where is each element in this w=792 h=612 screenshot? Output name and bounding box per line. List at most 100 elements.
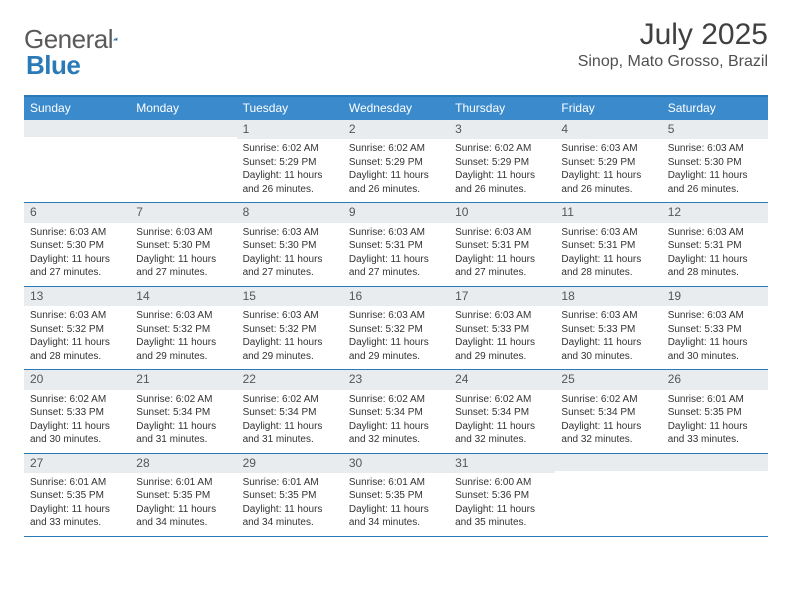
weekday-header: Wednesday [343, 97, 449, 120]
sunset-line: Sunset: 5:34 PM [455, 406, 549, 420]
sunrise-line: Sunrise: 6:02 AM [455, 142, 549, 156]
daylight-line: Daylight: 11 hours and 31 minutes. [243, 420, 337, 447]
day-number: 9 [343, 203, 449, 222]
sunset-line: Sunset: 5:31 PM [455, 239, 549, 253]
sunrise-line: Sunrise: 6:03 AM [30, 309, 124, 323]
sunrise-line: Sunrise: 6:03 AM [561, 226, 655, 240]
daylight-line: Daylight: 11 hours and 33 minutes. [668, 420, 762, 447]
calendar-day: 14Sunrise: 6:03 AMSunset: 5:32 PMDayligh… [130, 287, 236, 369]
day-details: Sunrise: 6:01 AMSunset: 5:35 PMDaylight:… [343, 473, 449, 530]
day-details: Sunrise: 6:00 AMSunset: 5:36 PMDaylight:… [449, 473, 555, 530]
daylight-line: Daylight: 11 hours and 30 minutes. [561, 336, 655, 363]
daylight-line: Daylight: 11 hours and 31 minutes. [136, 420, 230, 447]
day-details: Sunrise: 6:03 AMSunset: 5:32 PMDaylight:… [237, 306, 343, 363]
calendar-day: 15Sunrise: 6:03 AMSunset: 5:32 PMDayligh… [237, 287, 343, 369]
day-details: Sunrise: 6:03 AMSunset: 5:30 PMDaylight:… [662, 139, 768, 196]
calendar-day-empty [662, 454, 768, 536]
sunset-line: Sunset: 5:31 PM [561, 239, 655, 253]
day-number: 28 [130, 454, 236, 473]
day-number: 30 [343, 454, 449, 473]
calendar-day: 19Sunrise: 6:03 AMSunset: 5:33 PMDayligh… [662, 287, 768, 369]
calendar-day: 18Sunrise: 6:03 AMSunset: 5:33 PMDayligh… [555, 287, 661, 369]
header: General July 2025 Sinop, Mato Grosso, Br… [24, 18, 768, 71]
sunrise-line: Sunrise: 6:01 AM [136, 476, 230, 490]
calendar-day: 11 Sunrise: 6:03 AMSunset: 5:31 PMDayligh… [555, 203, 661, 285]
daylight-line: Daylight: 11 hours and 32 minutes. [455, 420, 549, 447]
day-number: 2 [343, 120, 449, 139]
weekday-header: Saturday [662, 97, 768, 120]
day-number: 14 [130, 287, 236, 306]
daylight-line: Daylight: 11 hours and 34 minutes. [243, 503, 337, 530]
daylight-line: Daylight: 11 hours and 30 minutes. [668, 336, 762, 363]
daylight-line: Daylight: 11 hours and 27 minutes. [30, 253, 124, 280]
day-number: 11 [555, 203, 661, 222]
day-details: Sunrise: 6:02 AMSunset: 5:29 PMDaylight:… [237, 139, 343, 196]
calendar-day: 9Sunrise: 6:03 AMSunset: 5:31 PMDaylight… [343, 203, 449, 285]
day-details: Sunrise: 6:02 AMSunset: 5:34 PMDaylight:… [130, 390, 236, 447]
sunset-line: Sunset: 5:29 PM [455, 156, 549, 170]
daylight-line: Daylight: 11 hours and 28 minutes. [561, 253, 655, 280]
sunrise-line: Sunrise: 6:03 AM [136, 309, 230, 323]
sunrise-line: Sunrise: 6:03 AM [668, 226, 762, 240]
calendar-day: 2Sunrise: 6:02 AMSunset: 5:29 PMDaylight… [343, 120, 449, 202]
calendar-week: 20Sunrise: 6:02 AMSunset: 5:33 PMDayligh… [24, 370, 768, 453]
sunrise-line: Sunrise: 6:01 AM [30, 476, 124, 490]
sunrise-line: Sunrise: 6:02 AM [561, 393, 655, 407]
calendar-day: 29Sunrise: 6:01 AMSunset: 5:35 PMDayligh… [237, 454, 343, 536]
daylight-line: Daylight: 11 hours and 32 minutes. [349, 420, 443, 447]
daylight-line: Daylight: 11 hours and 26 minutes. [561, 169, 655, 196]
day-number: 22 [237, 370, 343, 389]
sunset-line: Sunset: 5:36 PM [455, 489, 549, 503]
sunset-line: Sunset: 5:32 PM [136, 323, 230, 337]
calendar-day: 17Sunrise: 6:03 AMSunset: 5:33 PMDayligh… [449, 287, 555, 369]
day-details: Sunrise: 6:03 AMSunset: 5:32 PMDaylight:… [130, 306, 236, 363]
sunset-line: Sunset: 5:33 PM [455, 323, 549, 337]
daylight-line: Daylight: 11 hours and 27 minutes. [136, 253, 230, 280]
sunset-line: Sunset: 5:35 PM [30, 489, 124, 503]
day-number: 10 [449, 203, 555, 222]
weekday-header-row: SundayMondayTuesdayWednesdayThursdayFrid… [24, 97, 768, 120]
calendar-day: 4Sunrise: 6:03 AMSunset: 5:29 PMDaylight… [555, 120, 661, 202]
sunrise-line: Sunrise: 6:03 AM [561, 142, 655, 156]
calendar-day: 12Sunrise: 6:03 AMSunset: 5:31 PMDayligh… [662, 203, 768, 285]
calendar-week: 1Sunrise: 6:02 AMSunset: 5:29 PMDaylight… [24, 120, 768, 203]
sunrise-line: Sunrise: 6:00 AM [455, 476, 549, 490]
sunset-line: Sunset: 5:33 PM [30, 406, 124, 420]
calendar-day-empty [24, 120, 130, 202]
daylight-line: Daylight: 11 hours and 29 minutes. [455, 336, 549, 363]
sunset-line: Sunset: 5:30 PM [136, 239, 230, 253]
daylight-line: Daylight: 11 hours and 34 minutes. [349, 503, 443, 530]
calendar-day: 1Sunrise: 6:02 AMSunset: 5:29 PMDaylight… [237, 120, 343, 202]
sunset-line: Sunset: 5:29 PM [243, 156, 337, 170]
calendar: SundayMondayTuesdayWednesdayThursdayFrid… [24, 95, 768, 537]
sunrise-line: Sunrise: 6:03 AM [349, 226, 443, 240]
daylight-line: Daylight: 11 hours and 28 minutes. [668, 253, 762, 280]
calendar-day: 28Sunrise: 6:01 AMSunset: 5:35 PMDayligh… [130, 454, 236, 536]
brand-name-2: Blue [26, 50, 80, 81]
day-number [662, 454, 768, 471]
calendar-week: 13Sunrise: 6:03 AMSunset: 5:32 PMDayligh… [24, 287, 768, 370]
day-number: 26 [662, 370, 768, 389]
sunset-line: Sunset: 5:30 PM [668, 156, 762, 170]
sunset-line: Sunset: 5:33 PM [668, 323, 762, 337]
day-details: Sunrise: 6:03 AMSunset: 5:30 PMDaylight:… [130, 223, 236, 280]
calendar-day: 25Sunrise: 6:02 AMSunset: 5:34 PMDayligh… [555, 370, 661, 452]
day-number: 5 [662, 120, 768, 139]
day-number: 21 [130, 370, 236, 389]
daylight-line: Daylight: 11 hours and 29 minutes. [136, 336, 230, 363]
calendar-day: 20Sunrise: 6:02 AMSunset: 5:33 PMDayligh… [24, 370, 130, 452]
month-title: July 2025 [578, 18, 768, 51]
daylight-line: Daylight: 11 hours and 34 minutes. [136, 503, 230, 530]
calendar-day: 10Sunrise: 6:03 AMSunset: 5:31 PMDayligh… [449, 203, 555, 285]
day-number: 3 [449, 120, 555, 139]
sunrise-line: Sunrise: 6:03 AM [455, 309, 549, 323]
calendar-day: 16Sunrise: 6:03 AMSunset: 5:32 PMDayligh… [343, 287, 449, 369]
day-details: Sunrise: 6:02 AMSunset: 5:34 PMDaylight:… [343, 390, 449, 447]
day-details: Sunrise: 6:03 AMSunset: 5:33 PMDaylight:… [662, 306, 768, 363]
day-details: Sunrise: 6:02 AMSunset: 5:29 PMDaylight:… [343, 139, 449, 196]
sunrise-line: Sunrise: 6:03 AM [243, 309, 337, 323]
daylight-line: Daylight: 11 hours and 35 minutes. [455, 503, 549, 530]
sunrise-line: Sunrise: 6:03 AM [136, 226, 230, 240]
calendar-day: 26Sunrise: 6:01 AMSunset: 5:35 PMDayligh… [662, 370, 768, 452]
weekday-header: Friday [555, 97, 661, 120]
